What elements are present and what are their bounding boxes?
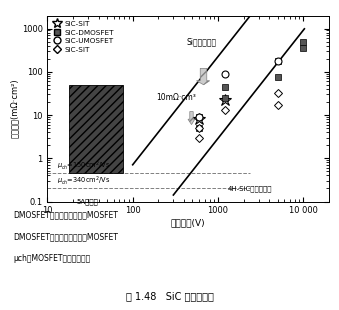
SiC-DMOSFET bbox=[223, 96, 227, 100]
SiC-SIT bbox=[223, 98, 227, 102]
Text: DMOSFET：平面栅极结构的MOSFET: DMOSFET：平面栅极结构的MOSFET bbox=[14, 211, 118, 220]
SiC-DMOSFET bbox=[197, 126, 201, 130]
SiC-SIT  bbox=[197, 136, 201, 140]
Text: 4H-SiC材料的极限: 4H-SiC材料的极限 bbox=[228, 185, 272, 192]
Text: 10mΩ·cm³: 10mΩ·cm³ bbox=[157, 93, 196, 102]
SiC-DMOSFET bbox=[223, 85, 227, 89]
SiC-SIT  bbox=[276, 91, 280, 95]
Line: SiC-UMOSFET: SiC-UMOSFET bbox=[196, 57, 281, 121]
Text: $\mu_{ch}$=340cm$^2$/Vs: $\mu_{ch}$=340cm$^2$/Vs bbox=[57, 175, 111, 187]
Bar bbox=[69, 85, 123, 173]
Text: 图 1.48   SiC 材料的优势: 图 1.48 SiC 材料的优势 bbox=[125, 291, 214, 301]
FancyArrow shape bbox=[188, 112, 195, 125]
SiC-SIT  bbox=[223, 108, 227, 112]
SiC-DMOSFET bbox=[301, 46, 305, 50]
Text: 5A的管芯: 5A的管芯 bbox=[77, 198, 99, 205]
X-axis label: 电压规格(V): 电压规格(V) bbox=[171, 218, 205, 227]
SiC-UMOSFET bbox=[276, 59, 280, 63]
Legend: SiC-SIT, SiC-DMOSFET, SiC-UMOSFET, SiC-SIT: SiC-SIT, SiC-DMOSFET, SiC-UMOSFET, SiC-S… bbox=[51, 19, 115, 54]
SiC-SIT bbox=[197, 117, 201, 121]
SiC-UMOSFET bbox=[223, 72, 227, 76]
SiC-SIT  bbox=[276, 103, 280, 107]
Text: DMOSFET：沟槽栅极结构的MOSFET: DMOSFET：沟槽栅极结构的MOSFET bbox=[14, 232, 118, 241]
Text: Si材料的极限: Si材料的极限 bbox=[187, 38, 217, 47]
SiC-UMOSFET bbox=[197, 115, 201, 119]
Line: SiC-SIT: SiC-SIT bbox=[193, 94, 231, 126]
SiC-DMOSFET bbox=[301, 40, 305, 43]
SiC-DMOSFET bbox=[276, 59, 280, 63]
Text: $\mu_{ch}$=150cm$^2$/Vs: $\mu_{ch}$=150cm$^2$/Vs bbox=[57, 159, 111, 172]
Text: μch：MOSFET的沟道迁移率: μch：MOSFET的沟道迁移率 bbox=[14, 254, 91, 263]
SiC-DMOSFET bbox=[197, 115, 201, 119]
SiC-DMOSFET bbox=[276, 75, 280, 79]
Line: SiC-DMOSFET: SiC-DMOSFET bbox=[196, 38, 307, 131]
Y-axis label: 本征电阻(mΩ·cm²): 本征电阻(mΩ·cm²) bbox=[10, 79, 19, 138]
FancyArrow shape bbox=[197, 68, 210, 85]
SiC-SIT  bbox=[197, 126, 201, 130]
Line: SiC-SIT : SiC-SIT bbox=[196, 91, 280, 140]
